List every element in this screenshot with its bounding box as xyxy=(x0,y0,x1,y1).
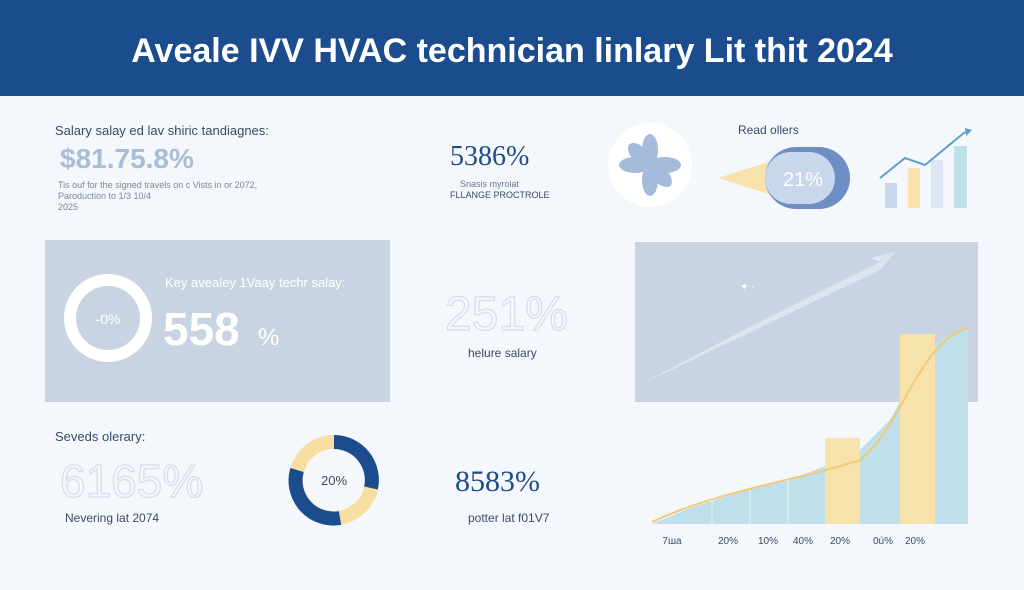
donut xyxy=(64,274,152,362)
note: Paroduction to 1/3 10/4 xyxy=(58,191,151,201)
note: Tis ouf for the signed travels on c Vist… xyxy=(58,180,257,190)
area-chart xyxy=(651,327,969,524)
title: Aveale IVV HVAC technician linlary Lit t… xyxy=(131,32,893,70)
header-band xyxy=(0,0,1024,96)
x-label: 20% xyxy=(830,536,850,547)
panel xyxy=(45,240,390,402)
x-label: 20% xyxy=(905,536,925,547)
line: FLLANGE PROCTROLE xyxy=(450,190,550,200)
note: Nevering lat 2074 xyxy=(65,511,159,525)
mini-chart xyxy=(879,128,972,208)
value: 8583% xyxy=(455,465,540,498)
pill xyxy=(765,152,835,204)
x-label: 0ú% xyxy=(873,536,893,547)
donut-label: -0% xyxy=(96,311,121,327)
value: $81.75.8% xyxy=(60,143,194,174)
flower-icon xyxy=(619,134,681,196)
x-label: 40% xyxy=(793,536,813,547)
label: helure salary xyxy=(468,346,537,360)
donut-label: 20% xyxy=(321,473,347,488)
x-label: 10% xyxy=(758,536,778,547)
value: 6165% xyxy=(60,455,203,507)
value: 558 xyxy=(163,303,240,355)
line: Snasis myrolat xyxy=(460,179,520,189)
label: Read ollers xyxy=(738,123,799,137)
sparkle: ✦ · xyxy=(740,282,755,293)
label: Key avealey 1Vaay techr salay: xyxy=(165,275,345,290)
x-label: 20% xyxy=(718,536,738,547)
note: 2025 xyxy=(58,202,78,212)
label: Seveds olerary: xyxy=(55,429,145,444)
arrow xyxy=(640,252,895,385)
unit: % xyxy=(258,324,279,351)
x-label: 7ша xyxy=(662,536,682,547)
note: potter lat f01V7 xyxy=(468,511,550,525)
value: 251% xyxy=(445,288,568,341)
label: Salary salay ed lav shiric tandiagnes: xyxy=(55,123,269,138)
donut xyxy=(288,435,379,526)
pill-label: 21% xyxy=(783,169,823,191)
value: 5386% xyxy=(450,141,529,172)
